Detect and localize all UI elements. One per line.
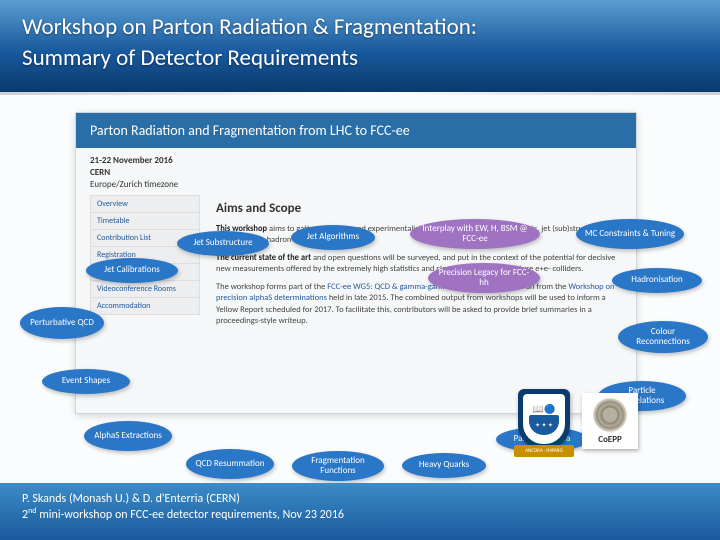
screenshot-meta: 21-22 November 2016 CERN Europe/Zurich t… <box>90 155 178 191</box>
topic-bubble: Hadronisation <box>612 268 702 293</box>
topic-bubble: Perturbative QCD <box>20 307 104 339</box>
title-line-1: Workshop on Parton Radiation & Fragmenta… <box>22 12 698 43</box>
screenshot-body: Aims and Scope This workshop aims to gat… <box>216 201 616 334</box>
footer-bar: P. Skands (Monash U.) & D. d'Enterria (C… <box>0 483 720 540</box>
topic-bubble: Jet Algorithms <box>291 225 375 250</box>
nav-item: Overview <box>91 196 199 213</box>
nav-item: Accommodation <box>91 298 199 314</box>
topic-bubble: Interplay with EW, H, BSM @ FCC-ee <box>410 219 540 249</box>
title-line-2: Summary of Detector Requirements <box>22 43 698 74</box>
topic-bubble: Event Shapes <box>42 369 130 394</box>
coepp-logo: CoEPP <box>582 393 638 449</box>
topic-bubble: Fragmentation Functions <box>292 451 384 481</box>
topic-bubble: Heavy Quarks <box>402 453 486 478</box>
title-bar: Workshop on Parton Radiation & Fragmenta… <box>0 0 720 92</box>
nav-item: Videoconference Rooms <box>91 281 199 298</box>
topic-bubble: Colour Reconnections <box>618 321 708 353</box>
topic-bubble: Precision Legacy for FCC-hh <box>428 263 540 293</box>
screenshot-nav: OverviewTimetableContribution ListRegist… <box>90 195 200 315</box>
aims-heading: Aims and Scope <box>216 201 616 216</box>
footer-event: 2nd mini-workshop on FCC-ee detector req… <box>22 506 698 522</box>
topic-bubble: Jet Calibrations <box>86 258 178 283</box>
screenshot-header: Parton Radiation and Fragmentation from … <box>76 113 636 148</box>
nav-item: Timetable <box>91 213 199 230</box>
footer-authors: P. Skands (Monash U.) & D. d'Enterria (C… <box>22 492 698 506</box>
topic-bubble: Jet Substructure <box>177 231 269 256</box>
monash-shield-logo: 📖🔵 ✦ ✦ ✦ ANCORA · IMPARO <box>518 389 570 449</box>
topic-bubble: AlphaS Extractions <box>84 421 172 451</box>
topic-bubble: QCD Resummation <box>186 449 274 479</box>
topic-bubble: MC Constraints & Tuning <box>576 219 684 249</box>
main-canvas: Parton Radiation and Fragmentation from … <box>0 95 720 483</box>
